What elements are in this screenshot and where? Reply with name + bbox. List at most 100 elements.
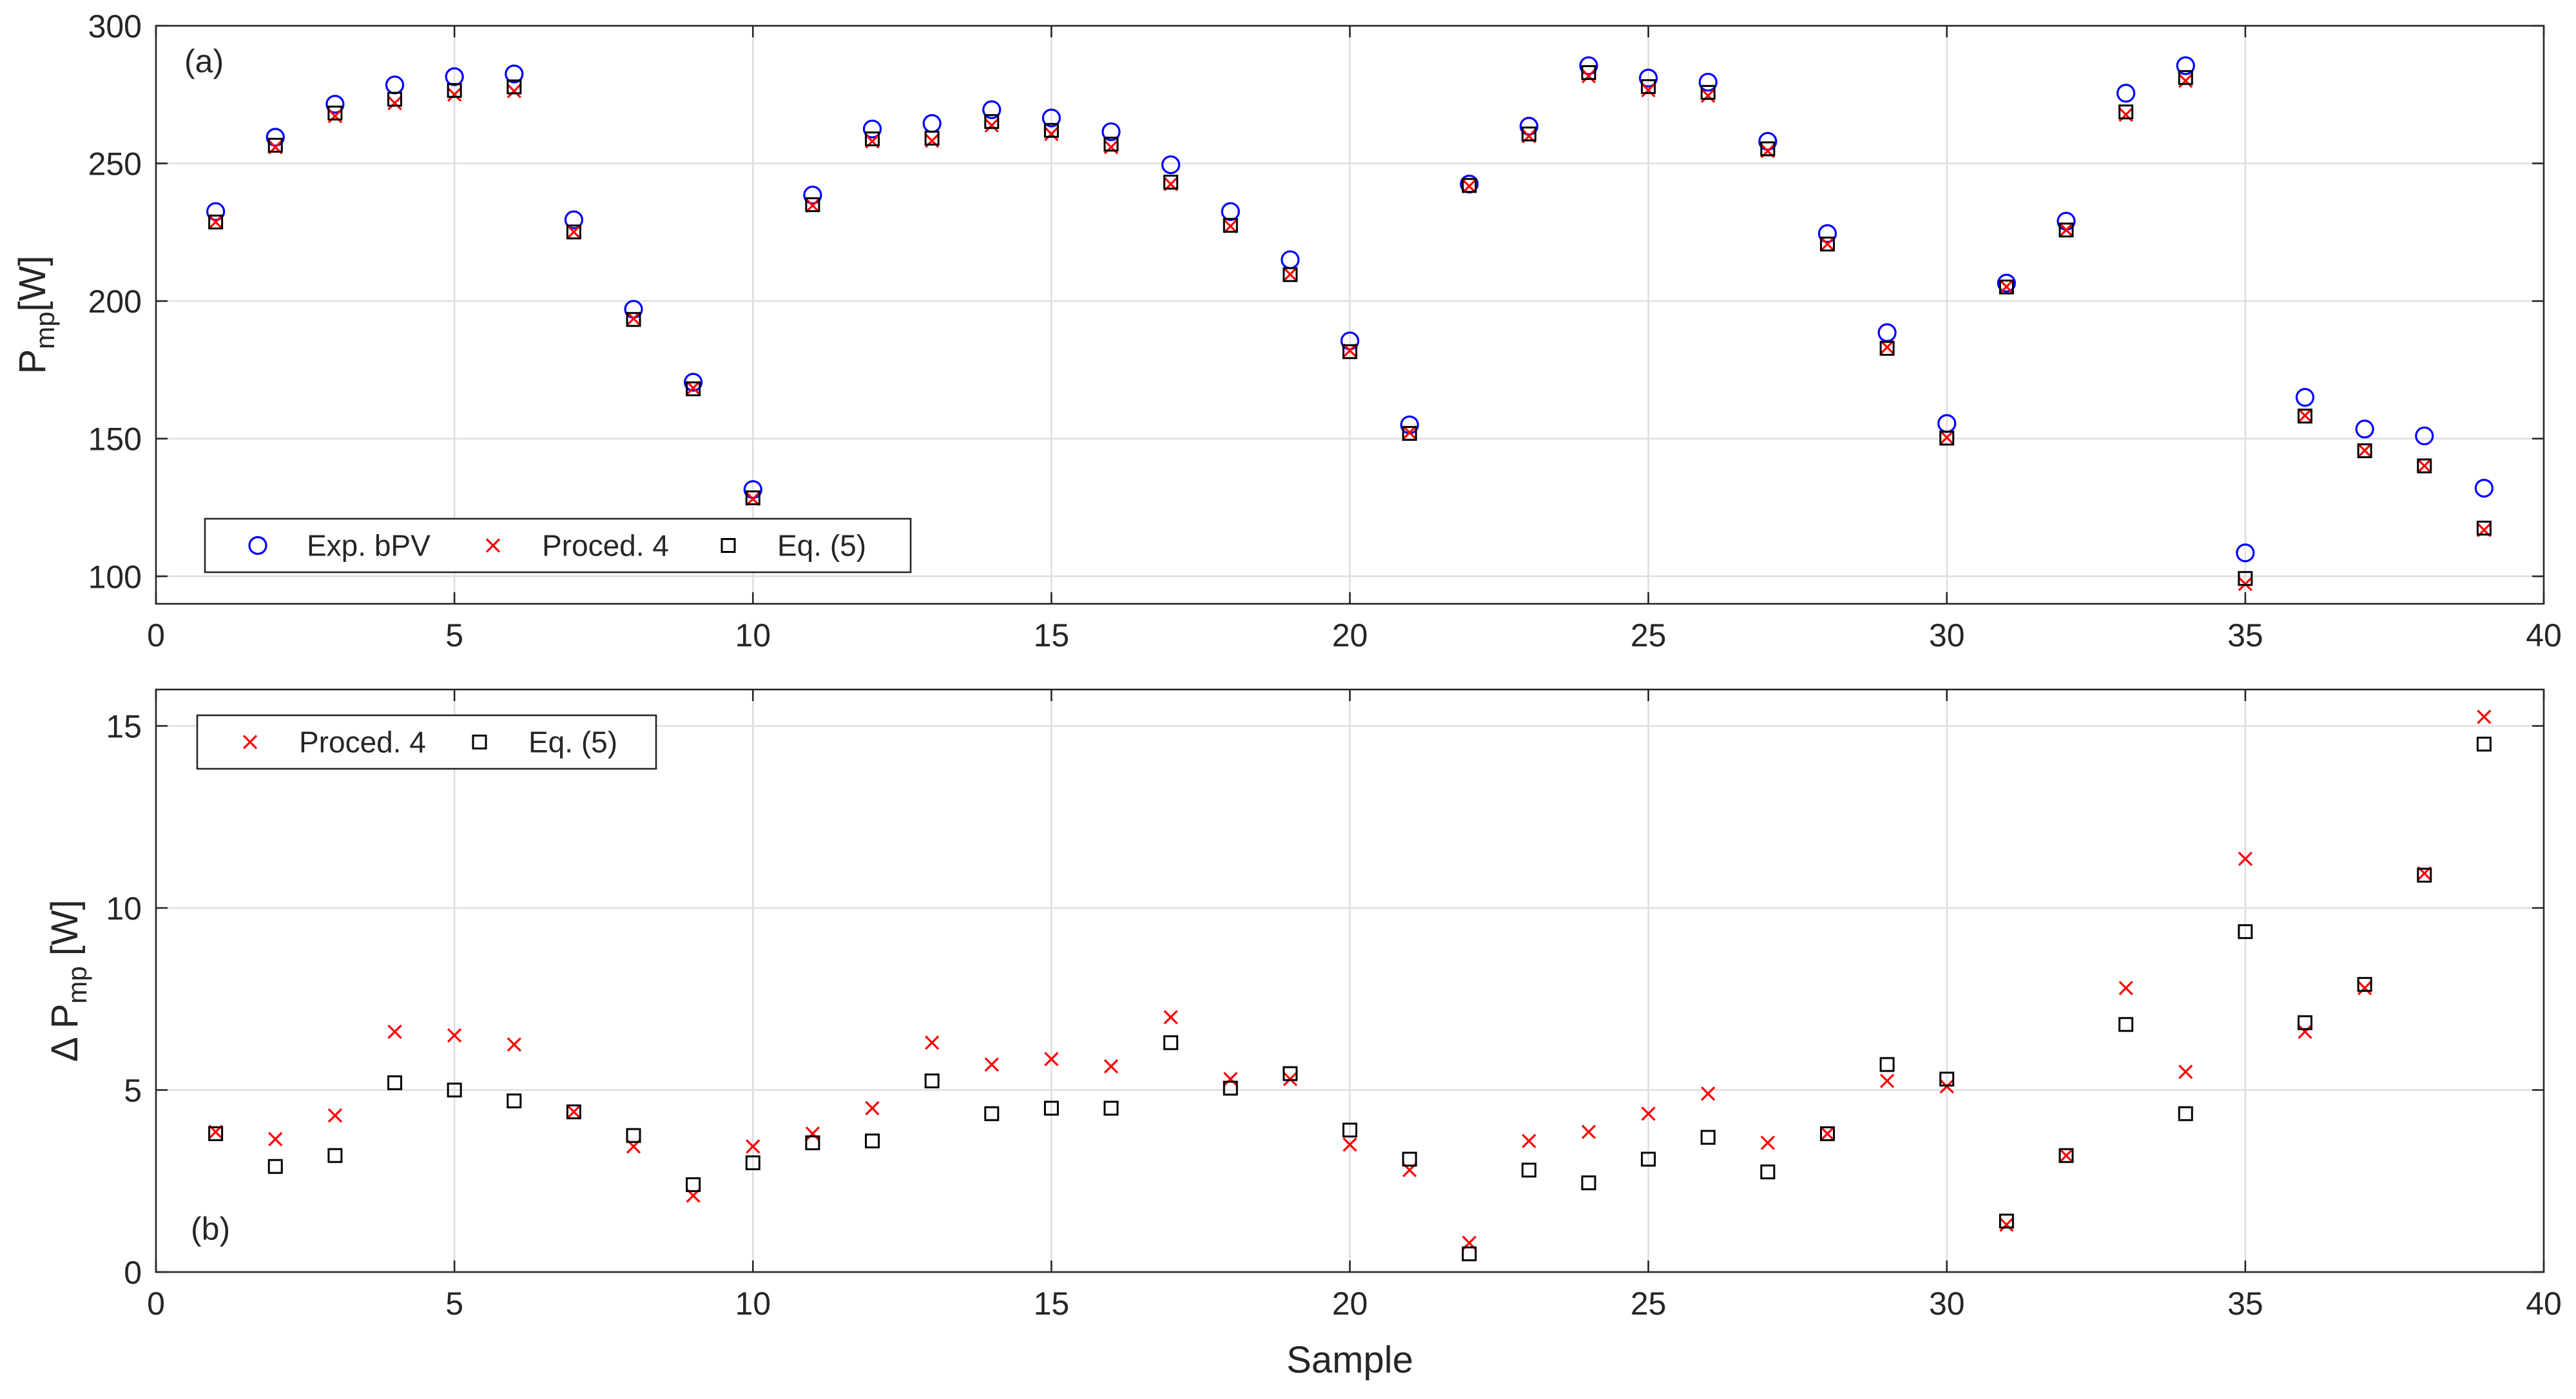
panel-a-ticks xyxy=(155,24,2545,604)
panel-b-data-point xyxy=(626,1128,641,1143)
panel-b-data-point xyxy=(327,1148,343,1163)
panel-a-legend-label: Proced. 4 xyxy=(542,529,669,563)
panel-b-data-point xyxy=(267,1159,283,1174)
panel-a-data-point xyxy=(1283,267,1298,282)
panel-a-data-point xyxy=(982,100,1002,119)
panel-a-legend-marker xyxy=(721,538,736,553)
panel-a-data-point xyxy=(566,224,581,240)
panel-b-data-point xyxy=(805,1135,820,1150)
panel-a-y-tick-label: 100 xyxy=(88,559,142,595)
panel-a-data-point xyxy=(1879,341,1895,356)
panel-a-data-point xyxy=(2116,84,2136,103)
panel-b-xlabel: Sample xyxy=(1286,1339,1413,1381)
panel-b-data-point xyxy=(327,1108,343,1123)
panel-a-y-tick-label: 300 xyxy=(88,8,142,44)
panel-a-legend-marker xyxy=(248,535,267,555)
panel-a-data-point xyxy=(2357,443,2372,458)
panel-a-legend-marker xyxy=(485,538,501,553)
panel-a-data-point xyxy=(1939,430,1955,446)
panel-b-data-point xyxy=(1462,1246,1477,1262)
panel-b-x-tick-label: 5 xyxy=(445,1286,463,1322)
panel-b-x-tick-label: 40 xyxy=(2526,1286,2562,1322)
panel-b-legend-marker xyxy=(472,735,487,749)
panel-a-x-tick-label: 15 xyxy=(1034,617,1070,653)
panel-a-grid xyxy=(156,26,2544,604)
panel-a-data-point xyxy=(2118,104,2134,120)
panel-b-x-tick-label: 30 xyxy=(1929,1286,1965,1322)
panel-b-data-point xyxy=(924,1073,940,1088)
panel-b-data-point xyxy=(1043,1101,1059,1116)
panel-a-data-point xyxy=(686,380,701,396)
panel-a-data-point xyxy=(1342,343,1357,358)
panel-a-data-point xyxy=(1342,344,1357,360)
panel-b-data-point xyxy=(865,1101,880,1115)
panel-b-data-point xyxy=(746,1139,760,1154)
panel-a-data-point xyxy=(1760,141,1776,157)
panel-b-legend-marker xyxy=(242,735,258,749)
panel-b-data-point xyxy=(1163,1035,1179,1050)
panel-b-data-point xyxy=(1820,1126,1835,1141)
panel-b-data-point xyxy=(1163,1010,1178,1025)
panel-a-data-point xyxy=(1283,267,1298,282)
panel-b-data-points xyxy=(208,709,2492,1262)
panel-a-data-point xyxy=(1402,425,1417,440)
panel-b-data-point xyxy=(1879,1057,1895,1072)
panel-a-data-point xyxy=(1997,273,2016,293)
panel-b-data-point xyxy=(2298,1024,2312,1039)
panel-b-data-point xyxy=(507,1093,522,1108)
panel-b-plot: 0 5 10 15 20 25 30 35 40 0 5 10 15 (b) Δ Pmp [W] Sam… xyxy=(44,688,2562,1381)
panel-a-data-point xyxy=(1698,72,1718,92)
panel-b-data-point xyxy=(2238,924,2253,940)
panel-b-x-tick-label: 10 xyxy=(735,1286,771,1322)
panel-a-data-point xyxy=(1519,117,1538,136)
panel-b-data-point xyxy=(1283,1066,1298,1081)
panel-a-x-tick-label: 0 xyxy=(147,617,165,653)
panel-a-data-point xyxy=(2236,543,2255,563)
panel-a-data-point xyxy=(267,137,283,153)
panel-a-x-tick-label: 25 xyxy=(1631,617,1667,653)
panel-b-y-tick-label: 5 xyxy=(124,1073,142,1109)
panel-a-data-point xyxy=(208,215,223,229)
panel-b-data-point xyxy=(1999,1217,2014,1232)
panel-a-data-point xyxy=(1462,178,1477,193)
panel-a-data-point xyxy=(1879,340,1895,355)
panel-b-data-point xyxy=(1103,1059,1119,1074)
panel-a-data-point xyxy=(805,198,820,213)
panel-a-data-point xyxy=(325,95,345,114)
panel-b-x-tick-label: 25 xyxy=(1631,1286,1667,1322)
panel-a-data-point xyxy=(445,67,464,86)
panel-a-data-point xyxy=(684,372,703,392)
panel-a-data-point xyxy=(2476,521,2492,536)
panel-a-data-point xyxy=(2355,420,2374,439)
panel-b-y-tick-label: 10 xyxy=(106,891,142,927)
panel-a-data-point xyxy=(1999,279,2014,294)
panel-b-data-point xyxy=(865,1134,880,1149)
panel-a-data-point xyxy=(1641,82,1656,98)
panel-b-data-point xyxy=(1760,1135,1776,1150)
panel-a-data-point xyxy=(924,130,940,146)
panel-b-data-point xyxy=(2178,1106,2193,1121)
panel-a-data-point xyxy=(1639,68,1658,88)
panel-b-x-tick-label: 20 xyxy=(1332,1286,1368,1322)
panel-b-data-point xyxy=(2118,981,2133,996)
panel-a-data-point xyxy=(505,64,524,84)
panel-b-data-point xyxy=(1521,1163,1536,1178)
panel-a-y-tick-label: 200 xyxy=(88,284,142,320)
panel-a-data-point xyxy=(862,119,882,139)
panel-a-data-point xyxy=(2417,458,2432,474)
panel-b-data-point xyxy=(1939,1072,1955,1087)
panel-b-data-point xyxy=(1044,1052,1059,1066)
panel-b-data-point xyxy=(2357,977,2372,992)
panel-a-data-point xyxy=(447,87,462,102)
panel-a-data-point xyxy=(1223,218,1238,233)
panel-a-data-point xyxy=(1402,426,1417,441)
panel-b-data-point xyxy=(1342,1137,1357,1152)
panel-a-data-point xyxy=(1044,126,1059,141)
panel-b-data-point xyxy=(566,1104,581,1119)
panel-a-data-point xyxy=(2238,571,2253,586)
panel-a-data-point xyxy=(626,311,641,326)
panel-b-data-point xyxy=(1402,1152,1417,1167)
panel-b-data-point xyxy=(1342,1123,1357,1138)
panel-b-data-point xyxy=(984,1106,1000,1121)
